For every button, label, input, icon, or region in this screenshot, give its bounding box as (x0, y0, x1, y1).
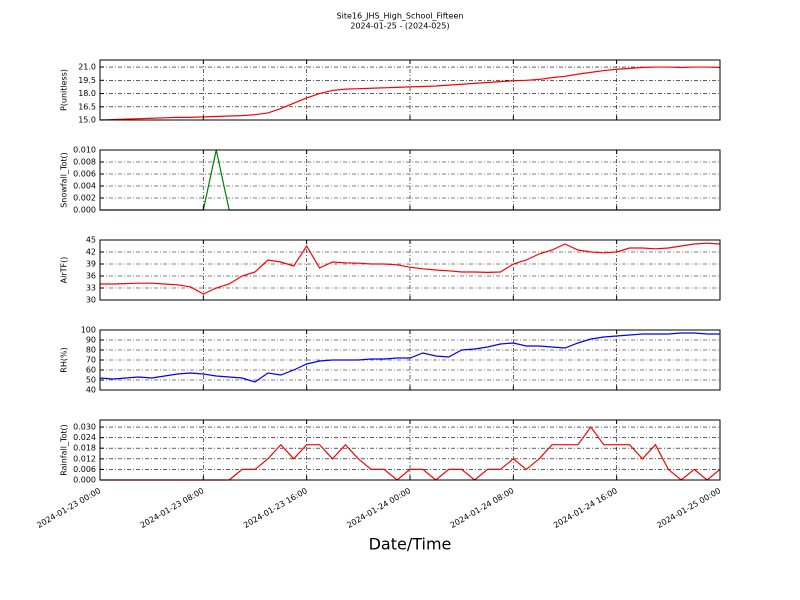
y-tick-label: 45 (86, 236, 96, 245)
y-tick-label: 16.5 (78, 102, 96, 111)
data-line (99, 332, 720, 383)
x-tick-label: 2024-01-24 16:00 (552, 486, 619, 530)
y-tick-label: 33 (86, 284, 96, 293)
y-tick-label: 0.000 (73, 476, 96, 485)
x-tick-label: 2024-01-23 08:00 (139, 486, 206, 530)
y-tick-label: 0.008 (73, 158, 96, 167)
y-tick-label: 0.000 (73, 206, 96, 215)
y-tick-label: 19.5 (78, 76, 96, 85)
y-tick-label: 42 (86, 248, 96, 257)
y-tick-label: 0.018 (73, 444, 96, 453)
x-tick-label: 2024-01-23 16:00 (242, 486, 309, 530)
x-tick-label: 2024-01-24 08:00 (449, 486, 516, 530)
y-tick-label: 90 (86, 336, 96, 345)
y-tick-label: 0.024 (73, 433, 96, 442)
x-tick-label: 2024-01-24 00:00 (345, 486, 412, 530)
y-tick-label: 0.012 (73, 454, 96, 463)
y-tick-label: 0.006 (73, 465, 96, 474)
y-tick-label: 18.0 (78, 89, 96, 98)
y-tick-label: 0.006 (73, 170, 96, 179)
chart-title: Site16_JHS_High_School_Fifteen (337, 12, 464, 21)
y-axis-label: AirTF() (60, 257, 69, 284)
y-tick-label: 21.0 (78, 63, 96, 72)
y-tick-label: 0.010 (73, 146, 96, 155)
y-tick-label: 50 (86, 376, 96, 385)
data-line (100, 242, 721, 295)
x-tick-label: 2024-01-23 00:00 (35, 486, 102, 530)
y-tick-label: 15.0 (78, 116, 96, 125)
y-axis-label: P(unitless) (60, 69, 69, 111)
y-tick-label: 60 (86, 366, 96, 375)
y-tick-label: 0.030 (73, 423, 96, 432)
y-axis-label: Snowfall_Tot() (60, 152, 69, 208)
y-axis-label: Rainfall_Tot() (60, 424, 69, 476)
y-axis-label: RH(%) (60, 347, 69, 372)
y-tick-label: 39 (86, 260, 96, 269)
chart-subtitle: 2024-01-25 - (2024-025) (350, 22, 449, 31)
y-tick-label: 70 (86, 356, 96, 365)
y-tick-label: 36 (86, 272, 96, 281)
y-tick-label: 100 (81, 326, 96, 335)
y-tick-label: 80 (86, 346, 96, 355)
y-tick-label: 30 (86, 296, 96, 305)
x-tick-label: 2024-01-25 00:00 (655, 486, 722, 530)
y-tick-label: 0.004 (73, 182, 96, 191)
x-axis-label: Date/Time (369, 535, 452, 554)
y-tick-label: 40 (86, 386, 96, 395)
y-tick-label: 0.002 (73, 194, 96, 203)
